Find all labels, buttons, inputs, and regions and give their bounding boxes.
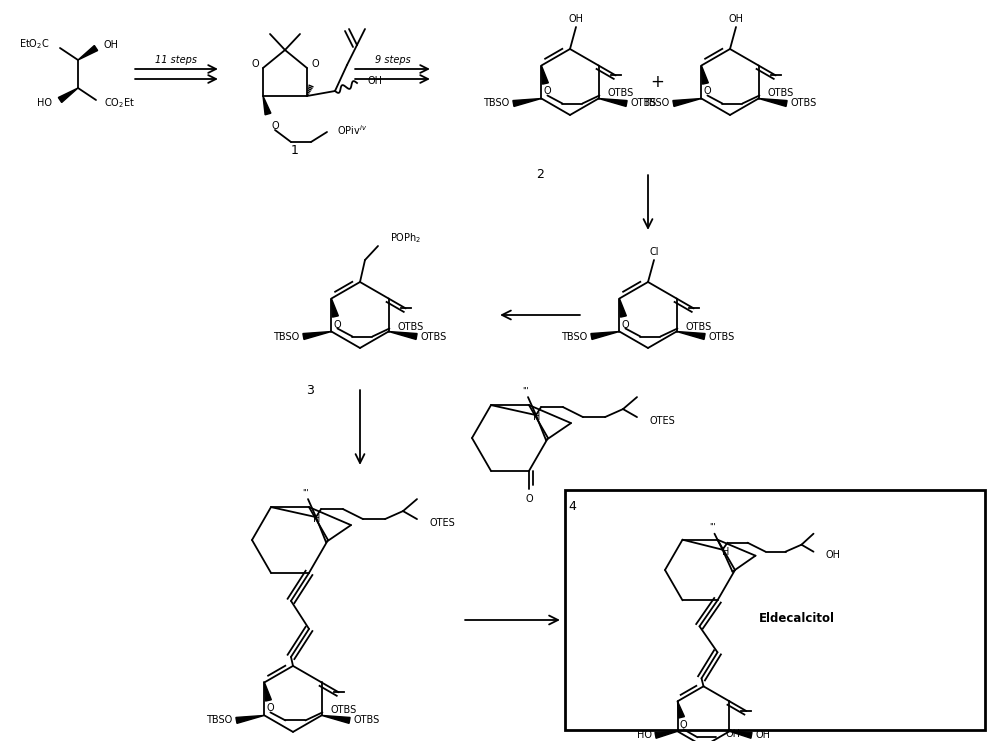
- Text: OTBS: OTBS: [631, 99, 657, 108]
- Polygon shape: [264, 682, 271, 701]
- Polygon shape: [673, 99, 701, 107]
- Text: 4: 4: [568, 499, 576, 513]
- Polygon shape: [701, 65, 708, 84]
- Text: O: O: [251, 59, 259, 69]
- Text: CO$_2$Et: CO$_2$Et: [104, 96, 135, 110]
- Text: OH: OH: [755, 731, 770, 740]
- Text: OTES: OTES: [649, 416, 675, 426]
- Polygon shape: [263, 96, 271, 115]
- Text: TBSO: TBSO: [206, 715, 232, 725]
- Text: +: +: [650, 73, 664, 91]
- Text: Eldecalcitol: Eldecalcitol: [759, 611, 835, 625]
- Text: 1: 1: [291, 144, 299, 156]
- Polygon shape: [655, 731, 678, 738]
- Text: 2: 2: [536, 168, 544, 182]
- Polygon shape: [322, 715, 350, 723]
- Text: POPh$_2$: POPh$_2$: [390, 231, 421, 245]
- Text: OPiv$^{iv}$: OPiv$^{iv}$: [337, 123, 367, 137]
- Text: OTBS: OTBS: [397, 322, 424, 331]
- Text: OH: OH: [104, 40, 119, 50]
- Text: 9 steps: 9 steps: [375, 55, 411, 65]
- Text: OTBS: OTBS: [767, 88, 794, 99]
- Text: OTBS: OTBS: [607, 88, 634, 99]
- Polygon shape: [591, 331, 619, 339]
- Text: TBSO: TBSO: [483, 99, 509, 108]
- Polygon shape: [78, 45, 98, 60]
- Text: OH: OH: [726, 729, 741, 740]
- Text: OTBS: OTBS: [791, 99, 817, 108]
- Text: EtO$_2$C: EtO$_2$C: [19, 37, 50, 51]
- Text: HO: HO: [37, 98, 52, 108]
- Polygon shape: [58, 88, 78, 102]
- Polygon shape: [389, 331, 417, 339]
- Text: O: O: [622, 319, 629, 330]
- Polygon shape: [331, 299, 338, 317]
- Polygon shape: [619, 299, 626, 317]
- Text: OH: OH: [826, 550, 840, 559]
- Text: O: O: [525, 494, 533, 504]
- Text: TBSO: TBSO: [273, 331, 299, 342]
- Text: TBSO: TBSO: [643, 99, 669, 108]
- Text: ''': ''': [709, 523, 716, 532]
- Polygon shape: [759, 99, 787, 107]
- Polygon shape: [303, 331, 331, 339]
- Polygon shape: [677, 331, 705, 339]
- Text: 11 steps: 11 steps: [155, 55, 197, 65]
- Text: O: O: [544, 87, 551, 96]
- Text: O: O: [680, 720, 687, 731]
- Text: ''': ''': [523, 387, 529, 396]
- Polygon shape: [541, 65, 548, 84]
- Text: ''': ''': [303, 488, 309, 498]
- Text: O: O: [271, 121, 279, 131]
- Text: O: O: [704, 87, 711, 96]
- Polygon shape: [729, 731, 752, 738]
- Text: Cl: Cl: [649, 247, 659, 257]
- Text: HO: HO: [637, 731, 652, 740]
- Polygon shape: [513, 99, 541, 107]
- Bar: [565, 490, 985, 730]
- Text: H: H: [722, 547, 729, 556]
- Text: OH: OH: [568, 14, 584, 24]
- Text: H: H: [533, 412, 541, 422]
- Polygon shape: [236, 715, 264, 723]
- Text: OTBS: OTBS: [330, 705, 357, 715]
- Text: TBSO: TBSO: [561, 331, 587, 342]
- Text: H: H: [313, 514, 321, 524]
- Text: O: O: [334, 319, 341, 330]
- Text: OTBS: OTBS: [421, 331, 447, 342]
- Polygon shape: [599, 99, 627, 107]
- Text: OH: OH: [728, 14, 744, 24]
- Text: O: O: [311, 59, 319, 69]
- Text: OTBS: OTBS: [685, 322, 712, 331]
- Text: 3: 3: [306, 384, 314, 396]
- Text: OH: OH: [367, 76, 382, 86]
- Text: OTES: OTES: [429, 518, 455, 528]
- Text: OTBS: OTBS: [709, 331, 735, 342]
- Text: OTBS: OTBS: [354, 715, 380, 725]
- Polygon shape: [678, 701, 684, 718]
- Text: O: O: [267, 703, 274, 714]
